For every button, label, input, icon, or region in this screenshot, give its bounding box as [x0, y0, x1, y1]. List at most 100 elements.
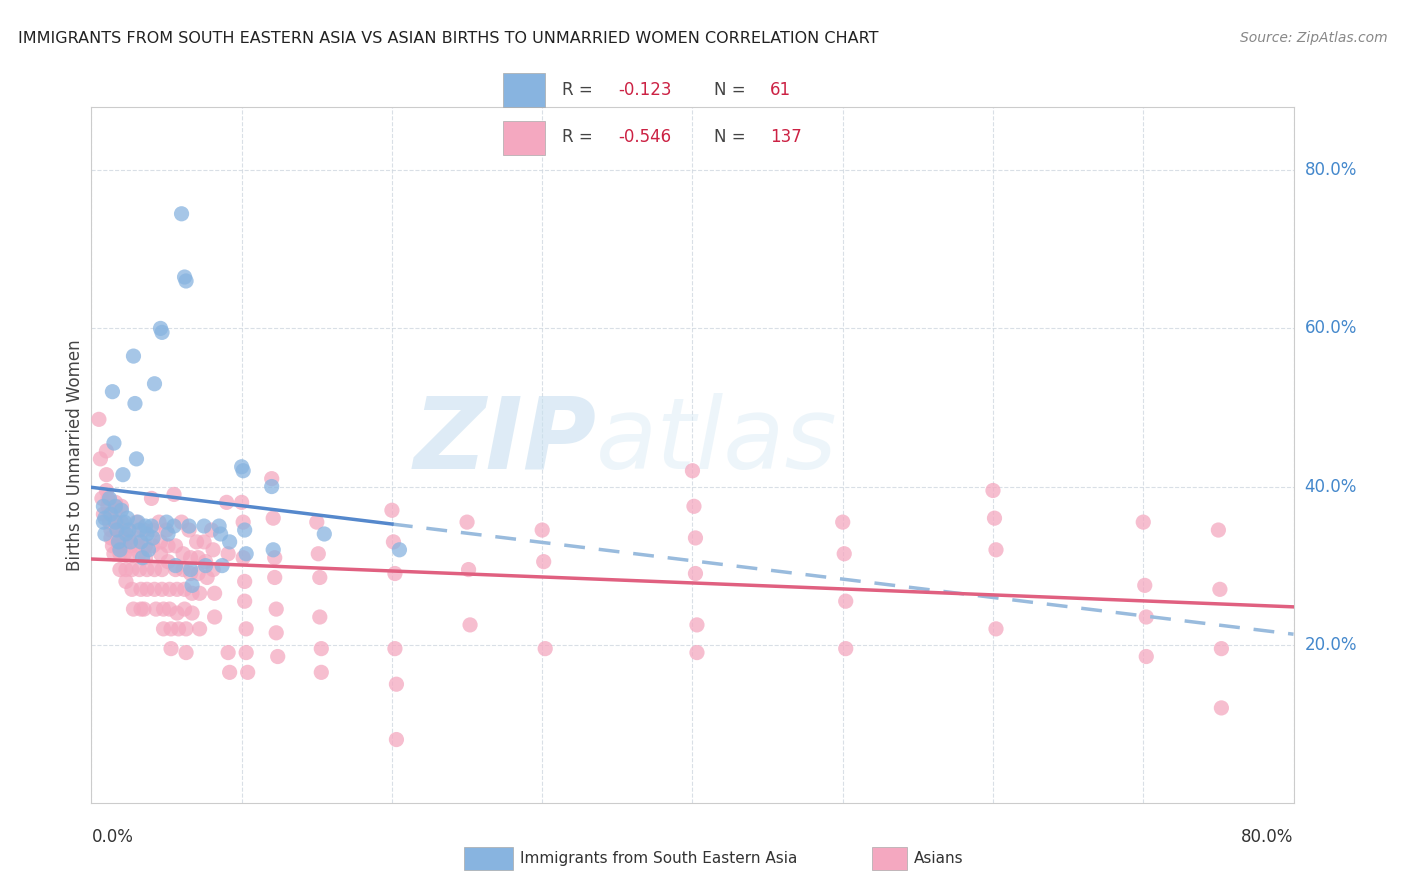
Point [201, 523, 224, 537]
Point [686, 618, 709, 632]
Point [98, 515, 121, 529]
Point [311, 665, 333, 680]
Point [160, 641, 183, 656]
Point [120, 534, 142, 549]
Point [118, 531, 141, 545]
Point [263, 570, 285, 584]
Text: 0.0%: 0.0% [91, 828, 134, 846]
Point [1135, 610, 1157, 624]
Point [233, 523, 256, 537]
Point [111, 531, 134, 545]
Point [204, 586, 226, 600]
Point [108, 542, 131, 557]
Point [127, 531, 149, 545]
Point [122, 602, 145, 616]
Point [194, 558, 217, 573]
Point [531, 523, 554, 537]
Text: R =: R = [562, 80, 593, 99]
Point [142, 523, 165, 537]
Point [218, 534, 240, 549]
Point [181, 578, 204, 592]
Point [143, 376, 166, 391]
Text: IMMIGRANTS FROM SOUTH EASTERN ASIA VS ASIAN BIRTHS TO UNMARRIED WOMEN CORRELATIO: IMMIGRANTS FROM SOUTH EASTERN ASIA VS AS… [18, 31, 879, 46]
Point [101, 384, 124, 399]
Point [115, 574, 138, 589]
Point [384, 641, 406, 656]
Point [388, 542, 411, 557]
Point [167, 622, 190, 636]
Point [187, 550, 209, 565]
Point [159, 582, 181, 597]
Point [202, 563, 225, 577]
Point [150, 582, 173, 597]
Point [105, 523, 128, 537]
Point [125, 515, 148, 529]
Text: 40.0%: 40.0% [1305, 477, 1357, 496]
Point [209, 527, 232, 541]
Text: Source: ZipAtlas.com: Source: ZipAtlas.com [1240, 31, 1388, 45]
Point [157, 539, 180, 553]
Text: ZIP: ZIP [413, 392, 596, 490]
Point [314, 527, 336, 541]
Point [118, 523, 141, 537]
Point [174, 646, 197, 660]
Point [104, 503, 127, 517]
Point [172, 563, 194, 577]
Point [155, 523, 177, 537]
Point [115, 527, 138, 541]
Point [129, 602, 152, 616]
Point [384, 566, 406, 581]
Point [132, 602, 155, 616]
Point [150, 326, 173, 340]
Point [173, 582, 195, 597]
Point [142, 539, 165, 553]
Point [218, 665, 240, 680]
Point [136, 582, 159, 597]
Point [385, 677, 408, 691]
Point [107, 531, 129, 545]
Text: -0.123: -0.123 [619, 80, 672, 99]
Point [166, 582, 188, 597]
Point [984, 622, 1007, 636]
Point [89, 451, 111, 466]
Point [107, 539, 129, 553]
Point [1132, 515, 1154, 529]
Point [93, 507, 115, 521]
Point [114, 547, 136, 561]
Point [202, 542, 225, 557]
Point [188, 586, 211, 600]
Point [262, 511, 284, 525]
Point [1208, 523, 1230, 537]
Point [232, 464, 254, 478]
Point [110, 515, 132, 529]
Point [149, 321, 172, 335]
Point [96, 444, 118, 458]
Point [98, 507, 121, 521]
Text: N =: N = [714, 80, 745, 99]
Point [163, 487, 186, 501]
Point [110, 500, 132, 514]
Point [180, 566, 202, 581]
Point [172, 547, 194, 561]
Point [111, 523, 134, 537]
Point [165, 563, 187, 577]
Point [211, 558, 233, 573]
Point [456, 515, 478, 529]
Point [141, 519, 163, 533]
Point [100, 507, 122, 521]
Point [381, 503, 404, 517]
Point [263, 550, 285, 565]
Point [111, 467, 134, 482]
Point [264, 625, 287, 640]
Point [233, 594, 256, 608]
Point [231, 495, 253, 509]
Text: 61: 61 [770, 80, 792, 99]
Point [121, 563, 143, 577]
Point [177, 523, 200, 537]
Point [685, 531, 707, 545]
Point [136, 527, 159, 541]
Point [150, 563, 173, 577]
Point [1211, 641, 1233, 656]
Point [141, 491, 163, 506]
Point [186, 534, 208, 549]
